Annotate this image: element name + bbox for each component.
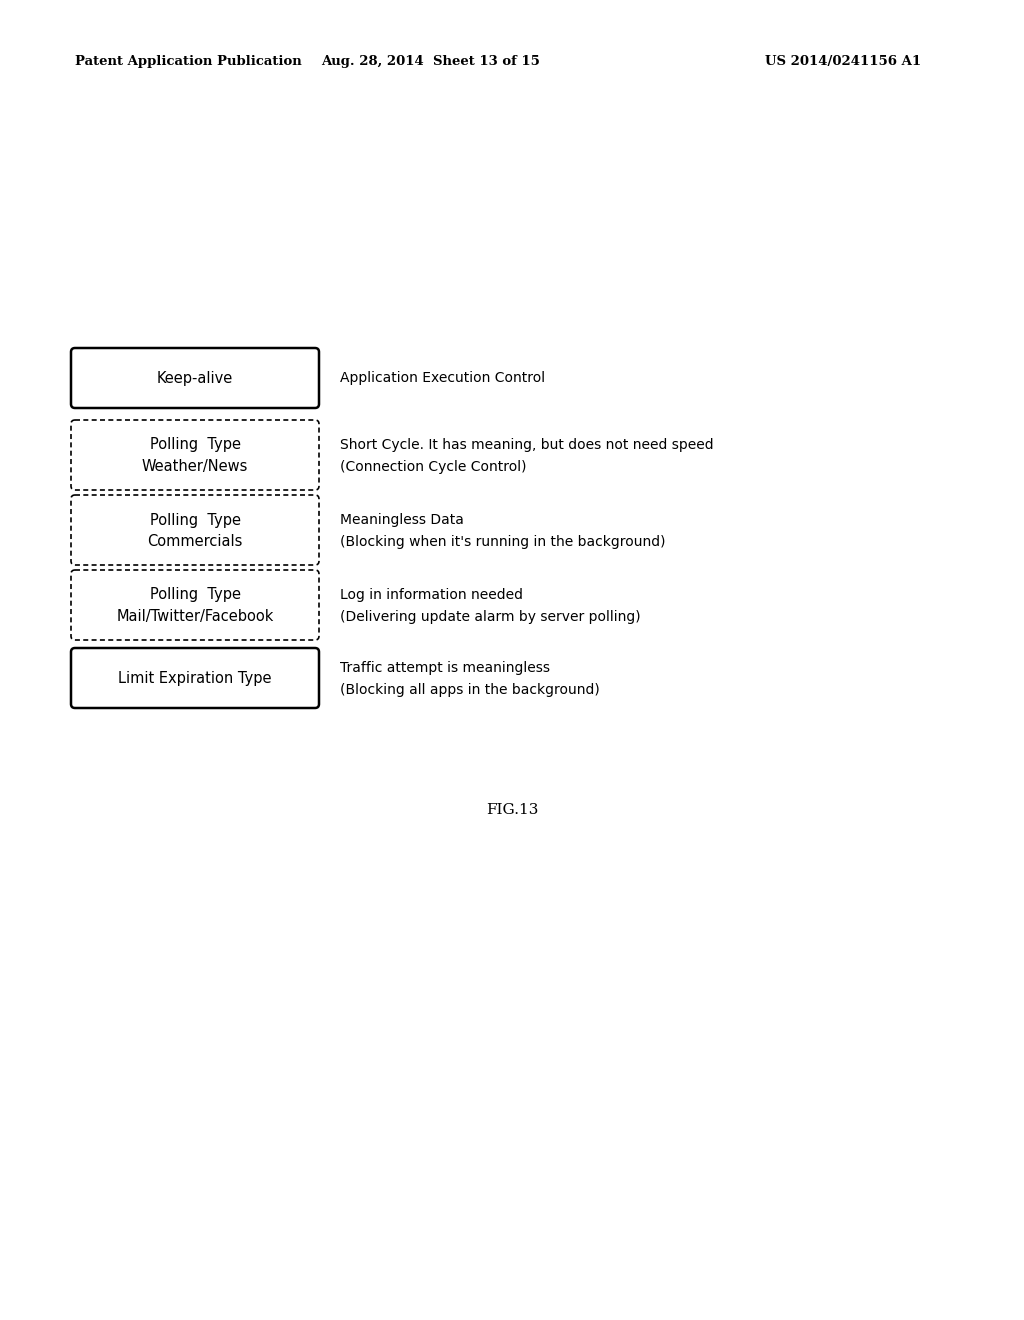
Text: Limit Expiration Type: Limit Expiration Type <box>118 671 271 685</box>
FancyBboxPatch shape <box>71 570 319 640</box>
Text: (Blocking when it's running in the background): (Blocking when it's running in the backg… <box>340 535 666 549</box>
FancyBboxPatch shape <box>71 420 319 490</box>
FancyBboxPatch shape <box>71 648 319 708</box>
Text: Traffic attempt is meaningless: Traffic attempt is meaningless <box>340 661 550 675</box>
Text: FIG.13: FIG.13 <box>485 803 539 817</box>
Text: Mail/Twitter/Facebook: Mail/Twitter/Facebook <box>117 610 273 624</box>
Text: (Connection Cycle Control): (Connection Cycle Control) <box>340 459 526 474</box>
Text: Polling  Type: Polling Type <box>150 512 241 528</box>
Text: Weather/News: Weather/News <box>141 459 248 474</box>
FancyBboxPatch shape <box>71 495 319 565</box>
Text: Short Cycle. It has meaning, but does not need speed: Short Cycle. It has meaning, but does no… <box>340 438 714 451</box>
Text: Application Execution Control: Application Execution Control <box>340 371 545 385</box>
Text: Keep-alive: Keep-alive <box>157 371 233 385</box>
Text: (Blocking all apps in the background): (Blocking all apps in the background) <box>340 682 600 697</box>
Text: US 2014/0241156 A1: US 2014/0241156 A1 <box>766 55 922 69</box>
FancyBboxPatch shape <box>71 348 319 408</box>
Text: Aug. 28, 2014  Sheet 13 of 15: Aug. 28, 2014 Sheet 13 of 15 <box>321 55 540 69</box>
Text: Commercials: Commercials <box>147 535 243 549</box>
Text: Log in information needed: Log in information needed <box>340 587 523 602</box>
Text: (Delivering update alarm by server polling): (Delivering update alarm by server polli… <box>340 610 641 624</box>
Text: Patent Application Publication: Patent Application Publication <box>75 55 302 69</box>
Text: Meaningless Data: Meaningless Data <box>340 513 464 527</box>
Text: Polling  Type: Polling Type <box>150 587 241 602</box>
Text: Polling  Type: Polling Type <box>150 437 241 453</box>
